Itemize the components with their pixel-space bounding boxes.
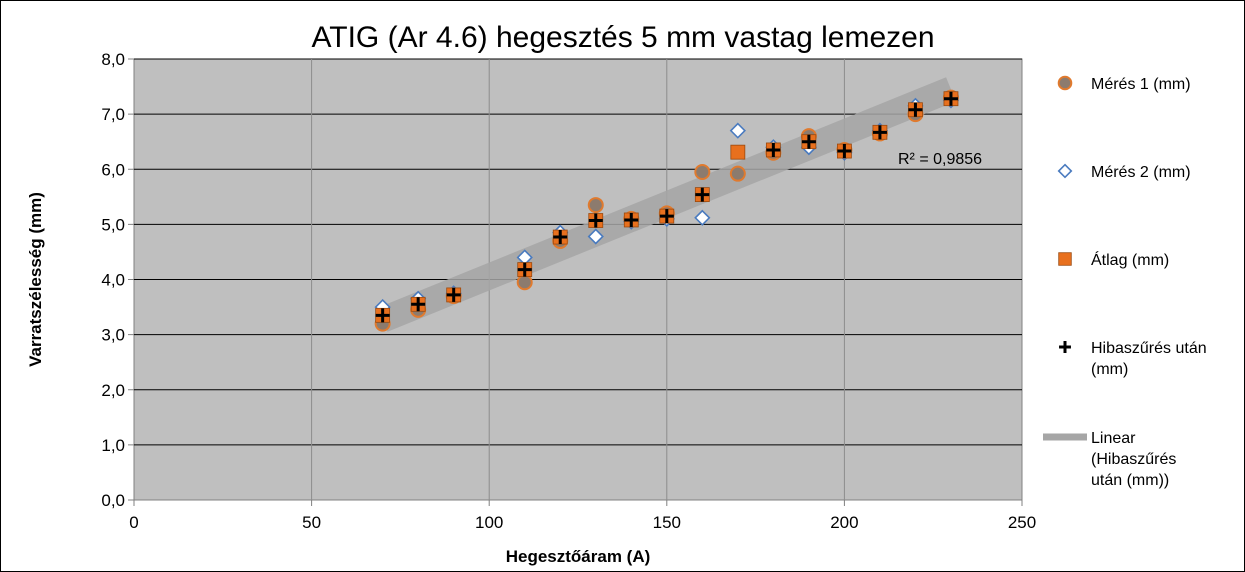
x-tick-label: 150 (653, 513, 681, 532)
y-tick-label: 3,0 (101, 326, 125, 345)
meres2-point (587, 228, 604, 245)
y-tick-label: 8,0 (101, 50, 125, 69)
atlag-point (730, 144, 746, 160)
y-tick-label: 6,0 (101, 160, 125, 179)
legend-label: Átlag (mm) (1091, 250, 1169, 269)
hibaszures-point (588, 213, 603, 228)
legend-label: Hibaszűrés után (1091, 340, 1207, 357)
legend: Mérés 1 (mm) Mérés 2 (mm) Átlag (mm) Hibasz… (1043, 75, 1207, 489)
x-axis-ticks: 0 50 100 150 200 250 (129, 500, 1036, 532)
y-axis-ticks: 0,0 1,0 2,0 3,0 4,0 5,0 6,0 7,0 8,0 (101, 50, 134, 510)
x-tick-label: 250 (1008, 513, 1036, 532)
legend-item: Átlag (mm) (1058, 250, 1169, 269)
legend-item: Mérés 2 (mm) (1057, 163, 1191, 181)
hibaszures-point (837, 144, 852, 159)
legend-item: Hibaszűrés után (mm) (1059, 340, 1207, 378)
legend-item: Linear (Hibaszűrés után (mm)) (1043, 430, 1176, 489)
hibaszures-point (659, 209, 674, 224)
chart-title: ATIG (Ar 4.6) hegesztés 5 mm vastag leme… (311, 21, 934, 54)
meres1-point (729, 165, 746, 182)
legend-label: (Hibaszűrés (1091, 451, 1176, 468)
data-points (374, 89, 960, 332)
legend-hibaszures-point-swatch (1059, 341, 1071, 353)
x-axis-title: Hegesztőáram (A) (506, 547, 651, 566)
y-tick-label: 5,0 (101, 215, 125, 234)
meres1-point (516, 274, 533, 291)
meres2-point (729, 122, 746, 139)
trendline-layer (377, 77, 956, 332)
hibaszures-point (801, 134, 816, 149)
hibaszures-point (411, 297, 426, 312)
y-tick-label: 7,0 (101, 105, 125, 124)
hibaszures-point (908, 102, 923, 117)
legend-label: Mérés 2 (mm) (1091, 164, 1191, 181)
meres2-point (694, 209, 711, 226)
x-tick-label: 0 (129, 513, 138, 532)
legend-item: Mérés 1 (mm) (1057, 75, 1191, 93)
hibaszures-point (446, 287, 461, 302)
legend-meres2-point-swatch (1057, 163, 1073, 179)
legend-meres1-point-swatch (1057, 75, 1073, 91)
meres1-point (694, 164, 711, 181)
hibaszures-point (375, 308, 390, 323)
y-tick-label: 1,0 (101, 436, 125, 455)
r-squared-annotation: R² = 0,9856 (898, 151, 982, 168)
legend-label: után (mm)) (1091, 472, 1169, 489)
x-tick-label: 100 (475, 513, 503, 532)
hibaszures-point (695, 187, 710, 202)
y-axis-title: Varratszélesség (mm) (26, 192, 45, 367)
hibaszures-point (943, 91, 958, 106)
hibaszures-point (517, 262, 532, 277)
y-tick-label: 2,0 (101, 381, 125, 400)
hibaszures-point (872, 125, 887, 140)
legend-atlag-point-swatch (1058, 252, 1072, 266)
x-tick-label: 200 (830, 513, 858, 532)
hibaszures-point (553, 230, 568, 245)
y-tick-label: 0,0 (101, 491, 125, 510)
legend-label: Mérés 1 (mm) (1091, 76, 1191, 93)
legend-label: (mm) (1091, 361, 1128, 378)
y-tick-label: 4,0 (101, 271, 125, 290)
trendline (377, 77, 956, 332)
hibaszures-point (624, 212, 639, 227)
x-tick-label: 50 (302, 513, 321, 532)
meres1-point (587, 197, 604, 214)
hibaszures-point (766, 142, 781, 157)
legend-label: Linear (1091, 430, 1136, 447)
